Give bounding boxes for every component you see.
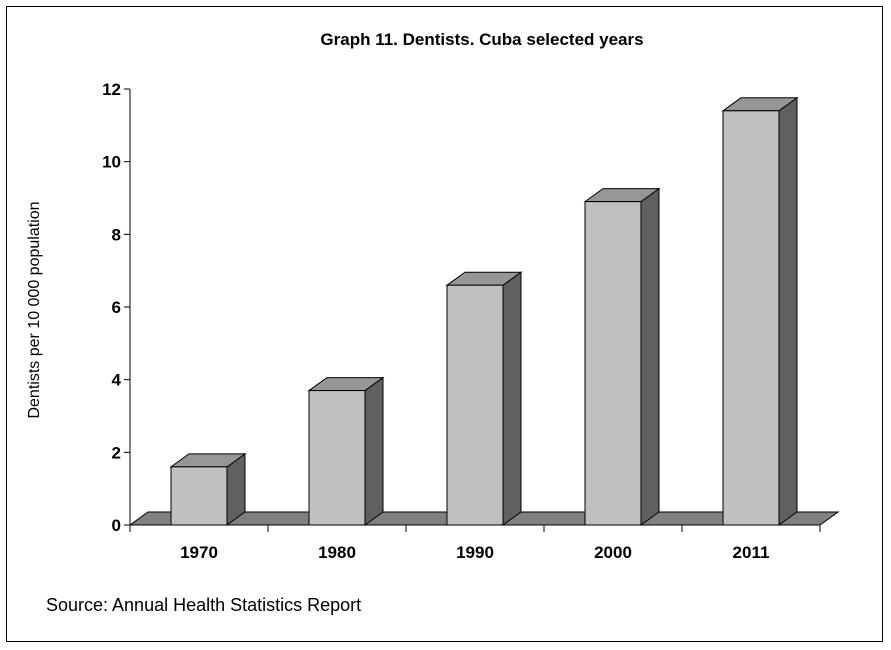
x-tick-label: 1980 <box>318 543 356 562</box>
y-axis-label: Dentists per 10 000 population <box>26 201 43 418</box>
y-tick-label: 10 <box>102 153 121 172</box>
x-tick-label: 1970 <box>180 543 218 562</box>
chart-title: Graph 11. Dentists. Cuba selected years <box>320 30 643 49</box>
bar-1980 <box>307 376 385 526</box>
y-tick-label: 2 <box>112 443 121 462</box>
bar-1970 <box>169 452 247 526</box>
y-tick-label: 6 <box>112 298 121 317</box>
bar-front <box>446 284 504 526</box>
bar-side <box>778 96 798 526</box>
bar-side <box>502 271 522 526</box>
y-tick-label: 0 <box>112 516 121 535</box>
bar-front <box>722 110 780 526</box>
bar-2000 <box>583 187 661 526</box>
bar-side <box>640 187 660 526</box>
x-tick-label: 1990 <box>456 543 494 562</box>
bar-front <box>584 201 642 526</box>
y-tick-label: 12 <box>102 80 121 99</box>
source-note: Source: Annual Health Statistics Report <box>46 595 361 615</box>
y-tick-label: 8 <box>112 225 121 244</box>
x-tick-label: 2011 <box>733 543 770 562</box>
bar-front <box>308 390 366 526</box>
bar-1990 <box>445 271 523 526</box>
y-tick-label: 4 <box>112 371 122 390</box>
bar-2011 <box>721 96 799 526</box>
bar-side <box>364 376 384 526</box>
x-tick-label: 2000 <box>594 543 632 562</box>
bar-front <box>170 466 228 526</box>
